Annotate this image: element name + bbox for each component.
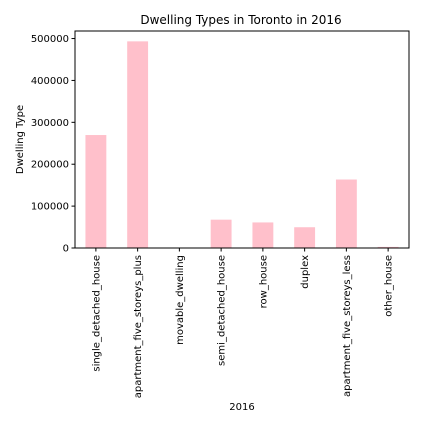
x-axis-ticks: single_detached_house apartment_five_stor…	[91, 248, 395, 398]
x-tick-label-semi_detached_house: semi_detached_house	[217, 255, 228, 366]
bar-duplex	[294, 227, 316, 248]
bar-semi_detached_house	[210, 219, 232, 248]
y-tick-label: 500000	[31, 34, 69, 45]
x-tick-label-apartment_five_storeys_plus: apartment_five_storeys_plus	[133, 255, 144, 398]
y-tick-label: 100000	[31, 202, 69, 213]
y-tick-label: 0	[63, 244, 69, 255]
bar-single_detached_house	[85, 135, 107, 248]
x-tick-label-row_house: row_house	[258, 255, 269, 308]
bar-row_house	[252, 222, 274, 248]
x-tick-label-other_house: other_house	[384, 255, 395, 317]
x-tick-label-single_detached_house: single_detached_house	[91, 255, 102, 372]
y-tick-label: 400000	[31, 76, 69, 87]
x-tick-label-duplex: duplex	[300, 255, 311, 289]
x-tick-label-apartment_five_storeys_less: apartment_five_storeys_less	[342, 255, 353, 397]
y-tick-label: 200000	[31, 160, 69, 171]
bars	[85, 41, 399, 248]
y-axis-ticks: 0 100000 200000 300000 400000 500000	[31, 34, 75, 255]
bar-apartment_five_storeys_plus	[127, 41, 149, 248]
y-tick-label: 300000	[31, 118, 69, 129]
bar-apartment_five_storeys_less	[335, 179, 357, 248]
x-axis-label: 2016	[229, 402, 254, 413]
x-tick-label-movable_dwelling: movable_dwelling	[175, 255, 186, 345]
chart-title: Dwelling Types in Toronto in 2016	[140, 13, 341, 27]
plot-frame	[74, 30, 410, 249]
bar-other_house	[377, 246, 399, 248]
y-axis-label: Dwelling Type	[15, 105, 26, 174]
